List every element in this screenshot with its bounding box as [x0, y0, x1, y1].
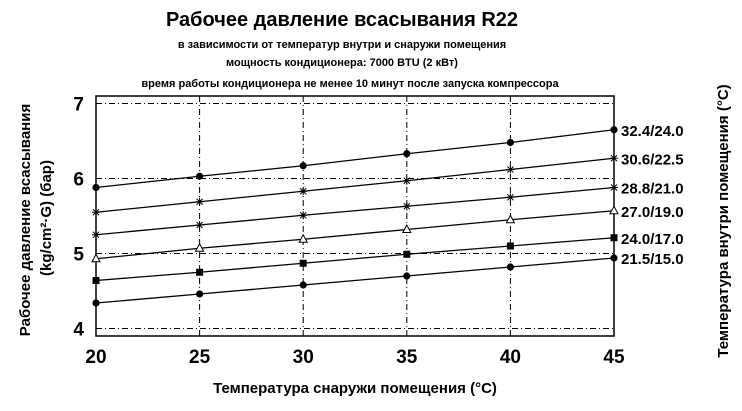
data-point: [506, 165, 515, 174]
series-line: [95, 157, 615, 213]
data-point: [610, 183, 618, 192]
x-axis-label: Температура снаружи помещения (°С): [213, 380, 497, 397]
series-lines: [95, 129, 615, 304]
data-point: [610, 154, 618, 163]
data-point: [403, 272, 411, 280]
data-point: [299, 211, 308, 220]
series-label: 21.5/15.0: [621, 251, 684, 268]
right-axis-label: Температура внутри помещения (°С): [715, 84, 732, 357]
data-point: [196, 290, 204, 298]
grid: [96, 96, 614, 336]
data-point: [610, 126, 618, 134]
data-point: [92, 208, 100, 217]
data-point: [299, 281, 307, 289]
data-point: [402, 202, 411, 211]
data-point: [506, 242, 514, 250]
data-point: [196, 172, 204, 180]
data-point: [92, 183, 100, 192]
series-markers: [91, 126, 619, 307]
data-point: [299, 162, 307, 170]
data-point: [195, 197, 204, 206]
y-tick-label: 7: [73, 95, 84, 116]
series-labels: 32.4/24.0 30.6/22.5 28.8/21.0 27.0/19.0 24.0…: [621, 123, 684, 268]
data-point: [195, 221, 204, 229]
data-point: [506, 138, 514, 147]
y-tick-label: 6: [73, 170, 84, 191]
series-line: [95, 257, 615, 304]
x-tick-label: 30: [293, 347, 314, 368]
x-tick-label: 20: [85, 347, 106, 368]
data-point: [299, 187, 308, 196]
data-point: [403, 150, 411, 158]
data-point: [505, 214, 516, 224]
y-tick-label: 4: [73, 320, 84, 341]
series-line: [95, 186, 615, 236]
plot-area: [95, 95, 615, 337]
chart-subtitle-conditions: в зависимости от температур внутри и сна…: [178, 39, 506, 51]
x-tick-label: 35: [396, 347, 418, 368]
series-line: [95, 129, 615, 189]
data-point: [91, 253, 101, 263]
series-label: 30.6/22.5: [621, 151, 684, 168]
data-point: [196, 268, 204, 276]
series-label: 28.8/21.0: [621, 181, 684, 198]
data-point: [506, 263, 514, 271]
series-line: [95, 210, 615, 260]
data-point: [506, 193, 515, 202]
y-tick-label: 5: [73, 245, 84, 266]
chart-title: Рабочее давление всасывания R22: [166, 9, 518, 31]
series-line: [95, 237, 615, 282]
chart-subtitle-runtime: время работы кондиционера не менее 10 ми…: [141, 78, 559, 90]
data-point: [92, 277, 100, 284]
series-label: 24.0/17.0: [621, 231, 684, 248]
y-tick-labels: 4 5 6 7: [73, 95, 84, 341]
data-point: [298, 233, 309, 243]
x-tick-label: 25: [189, 347, 211, 368]
data-point: [401, 223, 412, 233]
x-tick-label: 45: [603, 347, 625, 368]
x-tick-labels: 20 25 30 35 40 45: [85, 347, 625, 368]
data-point: [92, 299, 100, 307]
chart-subtitle-capacity: мощность кондиционера: 7000 BTU (2 кВт): [226, 57, 458, 69]
series-label: 32.4/24.0: [621, 123, 684, 140]
data-point: [610, 254, 618, 262]
data-point: [403, 250, 411, 258]
data-point: [194, 242, 205, 252]
data-point: [610, 234, 618, 242]
data-point: [402, 176, 411, 185]
data-point: [299, 259, 307, 267]
y-axis-label-line1: Рабочее давление всасывания: [17, 104, 34, 336]
y-axis-label-line2: (kg/cm²·G) (бар): [38, 160, 55, 276]
series-label: 27.0/19.0: [621, 204, 684, 221]
x-tick-label: 40: [500, 347, 521, 368]
data-point: [609, 205, 619, 215]
data-point: [92, 230, 100, 239]
